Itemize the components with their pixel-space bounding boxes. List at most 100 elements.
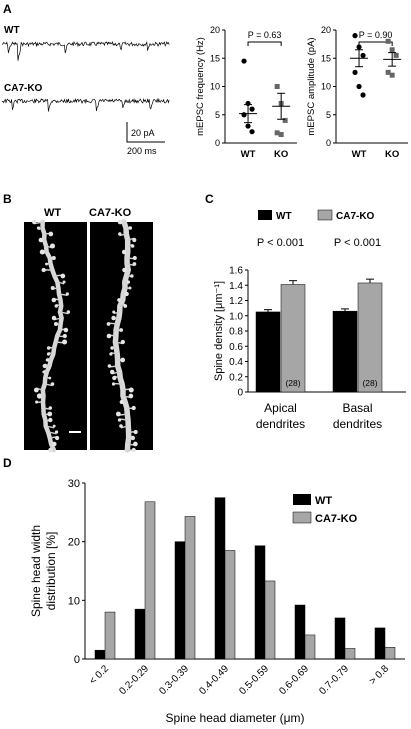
bar [294, 604, 306, 660]
spine-head [106, 322, 111, 326]
legend-swatch-ko [292, 511, 312, 524]
spine-head [39, 249, 45, 255]
legend-swatch-wt [258, 210, 272, 220]
spine-head [62, 333, 67, 339]
spine-head [31, 219, 37, 225]
spine-head [48, 376, 52, 380]
n-label: (29) [260, 378, 275, 388]
x-axis-title: Spine head diameter (μm) [166, 711, 305, 725]
spine-head [132, 262, 137, 266]
x-tick-label: 0.6-0.69 [277, 663, 311, 697]
data-point [389, 47, 395, 53]
spine-head [119, 424, 123, 428]
spine [113, 311, 120, 315]
y-tick-label: 1.0 [229, 311, 243, 322]
bar [184, 516, 196, 660]
panel-label-c: C [205, 192, 214, 206]
y-tick-label: 0.4 [229, 357, 243, 368]
bar [144, 501, 156, 660]
spine-head [112, 310, 116, 314]
data-point [241, 112, 247, 118]
spine-head [130, 244, 135, 248]
spine-head [52, 441, 57, 447]
data-point [245, 123, 251, 129]
spine-head [131, 405, 136, 411]
spine [45, 425, 55, 429]
spine-head [111, 382, 116, 386]
bar [254, 545, 266, 660]
spine-head [133, 429, 138, 435]
bar [264, 580, 276, 660]
n-label: (30) [337, 378, 352, 388]
y-axis-title: distribution [%] [44, 532, 58, 611]
significance-bracket [358, 41, 393, 46]
bar [174, 541, 186, 660]
spine-head [126, 280, 131, 284]
y-tick-label: 0 [215, 138, 220, 148]
x-category-label: Apical [264, 401, 297, 415]
n-label: (28) [285, 378, 300, 388]
bar [374, 627, 386, 660]
amplitude-scatter-chart: 0 5 10 15 20 WT KO mEPSC amplitude (pA) P = 0.90 [306, 25, 408, 160]
spine-head [45, 358, 50, 362]
bar [280, 284, 306, 393]
spine-head [48, 417, 53, 423]
spine-head [42, 370, 46, 374]
y-tick-label: 0.6 [229, 342, 243, 353]
data-point [356, 83, 362, 90]
spine-head [121, 249, 127, 255]
y-tick-label: 1.2 [229, 296, 243, 307]
spine-head [41, 267, 46, 273]
spine-head [51, 297, 57, 303]
bar [334, 617, 346, 660]
frequency-scatter-chart: 0 5 10 15 20 WT KO mEPSC frequency (Hz) P = 0.63 [195, 25, 297, 160]
spine-head [49, 243, 56, 249]
data-point [385, 38, 391, 44]
spine-head [36, 393, 43, 399]
x-tick-label: 0.5-0.59 [237, 663, 271, 697]
spine-head [66, 310, 71, 314]
spine-head [130, 435, 136, 441]
bar [344, 648, 356, 660]
legend-label-wt: WT [315, 495, 332, 507]
y-tick-label: 30 [68, 478, 80, 490]
bar [304, 634, 316, 660]
spine [47, 431, 57, 435]
data-point [274, 84, 280, 89]
trace-ko [1, 97, 170, 112]
x-tick-label: 0.3-0.39 [157, 663, 191, 697]
y-tick-label: 15 [210, 53, 220, 63]
spine-head [123, 304, 128, 308]
y-tick-label: 0.2 [229, 372, 243, 383]
data-point [393, 52, 399, 58]
spine-head [47, 411, 53, 417]
y-axis-title: mEPSC amplitude (pA) [306, 37, 317, 135]
spine-head [109, 352, 113, 356]
legend-label-wt: WT [276, 211, 292, 222]
spine-head [130, 274, 134, 278]
spine [59, 311, 69, 315]
y-tick-label: 5 [326, 110, 331, 120]
spine-head [65, 292, 69, 296]
legend-label-ko: CA7-KO [336, 211, 375, 222]
y-tick-label: 10 [321, 82, 331, 92]
n-label: (28) [362, 378, 377, 388]
y-tick-label: 15 [321, 53, 331, 63]
trace-label-ko: CA7-KO [4, 83, 43, 94]
spine-head [62, 339, 68, 345]
bar [357, 282, 383, 393]
y-tick-label: 20 [321, 25, 331, 35]
spine [58, 293, 68, 296]
scale-bar [126, 122, 165, 143]
bar [332, 310, 358, 393]
x-tick-label: KO [385, 149, 399, 160]
legend-swatch-ko [317, 209, 333, 221]
scale-bar-amp-label: 20 pA [131, 128, 155, 138]
y-tick-label: 1.4 [229, 281, 243, 292]
spine-head [51, 315, 57, 321]
spine [44, 383, 53, 387]
y-tick-label: 10 [68, 595, 80, 607]
data-point [249, 129, 255, 135]
data-point [274, 130, 280, 136]
x-tick-label: > 0.8 [367, 663, 391, 687]
